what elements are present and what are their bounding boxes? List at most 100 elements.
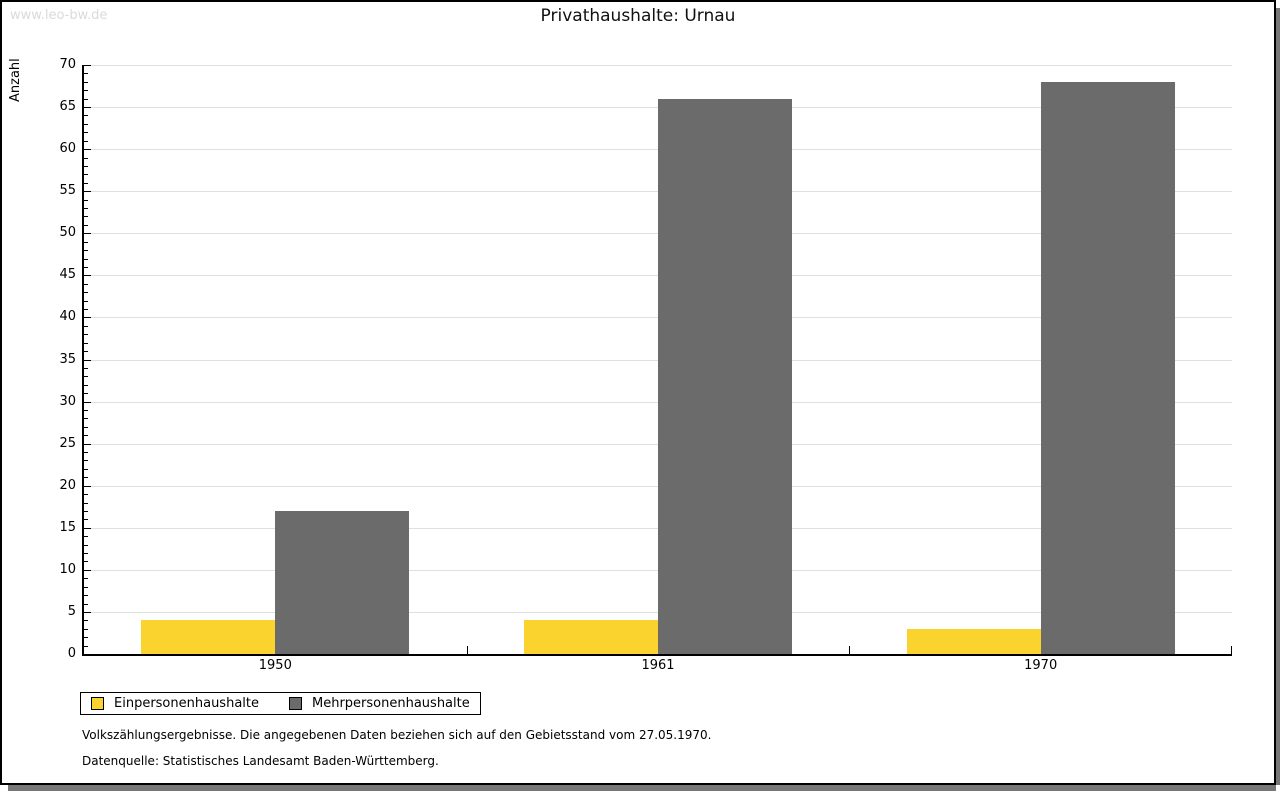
y-tick-minor	[84, 578, 88, 580]
y-tick-major	[84, 401, 91, 403]
legend-item: Einpersonenhaushalte	[91, 696, 259, 711]
category-divider-tick	[849, 646, 850, 654]
x-tick-label-1970: 1970	[1024, 658, 1058, 673]
y-tick-major	[84, 317, 91, 319]
legend-label: Einpersonenhaushalte	[114, 696, 259, 711]
y-tick-major	[84, 149, 91, 151]
bar-einpersonenhaushalte-1961	[524, 620, 658, 654]
y-tick-minor	[84, 426, 88, 428]
y-tick-minor	[84, 452, 88, 454]
window-shadow-bottom-icon	[8, 785, 1276, 791]
y-tick-label: 5	[67, 603, 76, 619]
y-tick-minor	[84, 342, 88, 344]
chart-title: Privathaushalte: Urnau	[540, 6, 736, 26]
y-tick-minor	[84, 283, 88, 285]
y-tick-minor	[84, 477, 88, 479]
legend-item: Mehrpersonenhaushalte	[289, 696, 470, 711]
y-tick-minor	[84, 258, 88, 260]
y-tick-minor	[84, 174, 88, 176]
y-tick-label: 20	[59, 477, 76, 493]
y-tick-minor	[84, 325, 88, 327]
y-tick-minor	[84, 199, 88, 201]
y-tick-minor	[84, 73, 88, 75]
y-tick-minor	[84, 90, 88, 92]
y-tick-minor	[84, 536, 88, 538]
y-tick-minor	[84, 292, 88, 294]
y-tick-label: 0	[67, 646, 76, 661]
y-tick-minor	[84, 123, 88, 125]
bar-mehrpersonenhaushalte-1950	[275, 511, 410, 654]
y-tick-minor	[84, 468, 88, 470]
y-tick-minor	[84, 351, 88, 353]
y-tick-minor	[84, 628, 88, 630]
y-tick-minor	[84, 553, 88, 555]
y-tick-minor	[84, 544, 88, 546]
y-tick-minor	[84, 494, 88, 496]
y-tick-major	[84, 485, 91, 487]
footnote-datenquelle: Datenquelle: Statistisches Landesamt Bad…	[82, 754, 439, 768]
bar-einpersonenhaushalte-1970	[906, 628, 1041, 654]
y-tick-minor	[84, 250, 88, 252]
y-tick-minor	[84, 208, 88, 210]
watermark: www.leo-bw.de	[10, 8, 108, 23]
y-tick-label: 35	[59, 351, 76, 367]
x-tick-label-1961: 1961	[641, 658, 675, 673]
y-tick-minor	[84, 586, 88, 588]
y-tick-minor	[84, 409, 88, 411]
y-tick-major	[84, 65, 91, 66]
bar-einpersonenhaushalte-1950	[141, 620, 276, 654]
legend: Einpersonenhaushalte Mehrpersonenhaushalt…	[80, 692, 481, 715]
y-tick-minor	[84, 157, 88, 159]
y-tick-minor	[84, 98, 88, 100]
y-tick-minor	[84, 300, 88, 302]
y-tick-label: 50	[59, 225, 76, 241]
legend-swatch-icon	[289, 697, 302, 710]
y-tick-minor	[84, 334, 88, 336]
y-tick-minor	[84, 140, 88, 142]
y-tick-major	[84, 191, 91, 193]
y-tick-minor	[84, 519, 88, 521]
y-tick-minor	[84, 384, 88, 386]
y-tick-minor	[84, 224, 88, 226]
legend-swatch-icon	[91, 697, 104, 710]
y-tick-label: 30	[59, 393, 76, 409]
y-tick-minor	[84, 393, 88, 395]
y-tick-label: 25	[59, 435, 76, 451]
axis-end-tick	[1231, 646, 1232, 654]
y-tick-major	[84, 569, 91, 571]
y-tick-major	[84, 611, 91, 613]
y-tick-minor	[84, 367, 88, 369]
y-tick-minor	[84, 645, 88, 647]
y-tick-minor	[84, 81, 88, 83]
x-tick-label-1950: 1950	[258, 658, 292, 673]
y-tick-minor	[84, 115, 88, 117]
bar-mehrpersonenhaushalte-1970	[1040, 81, 1175, 654]
y-tick-minor	[84, 216, 88, 218]
x-axis-line	[82, 654, 1232, 656]
y-tick-minor	[84, 595, 88, 597]
window-shadow-right-icon	[1276, 8, 1280, 785]
y-tick-major	[84, 359, 91, 361]
y-tick-minor	[84, 620, 88, 622]
y-tick-minor	[84, 435, 88, 437]
y-tick-minor	[84, 376, 88, 378]
y-tick-major	[84, 443, 91, 445]
y-tick-label: 45	[59, 267, 76, 283]
y-tick-minor	[84, 460, 88, 462]
y-tick-minor	[84, 241, 88, 243]
y-tick-label: 40	[59, 309, 76, 325]
y-axis-line	[82, 65, 84, 656]
y-tick-minor	[84, 637, 88, 639]
footnote-gebietsstand: Volkszählungsergebnisse. Die angegebenen…	[82, 728, 712, 742]
y-tick-major	[84, 275, 91, 277]
y-tick-major	[84, 233, 91, 235]
bar-mehrpersonenhaushalte-1961	[658, 98, 792, 654]
y-tick-label: 65	[59, 99, 76, 115]
y-tick-label: 10	[59, 561, 76, 577]
y-tick-major	[84, 527, 91, 529]
y-tick-label: 55	[59, 183, 76, 199]
y-tick-minor	[84, 502, 88, 504]
